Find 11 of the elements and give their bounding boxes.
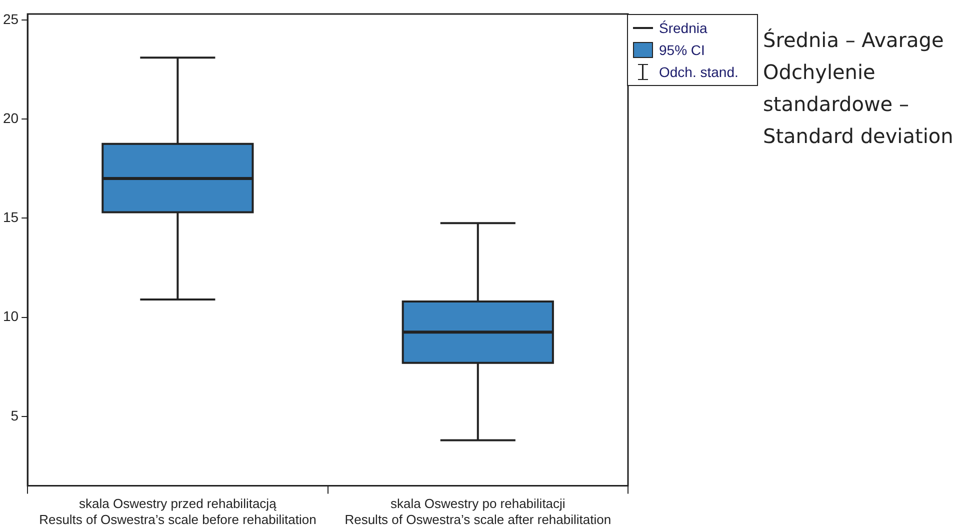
text: Średnia – Avarage Odchylenie standardowe – Standard deviation — [763, 27, 954, 150]
y-tick-label: 20 — [2, 110, 19, 126]
x-tick-label: skala Oswestry przed rehabilitacją Results of Oswestra’s scale before rehabilitation — [39, 496, 316, 527]
y-tick-label: 5 — [10, 407, 19, 424]
y-tick-label: 10 — [2, 308, 19, 324]
y-tick-label: 25 — [2, 10, 19, 27]
text: Średnia — [659, 20, 708, 36]
legend-label: 95% CI — [659, 42, 705, 58]
y-tick-label: 15 — [2, 209, 19, 226]
text: Odch. stand. — [659, 64, 738, 80]
x-tick-label: skala Oswestry po rehabilitacji Results of Oswestra’s scale after rehabilitation — [344, 496, 612, 527]
